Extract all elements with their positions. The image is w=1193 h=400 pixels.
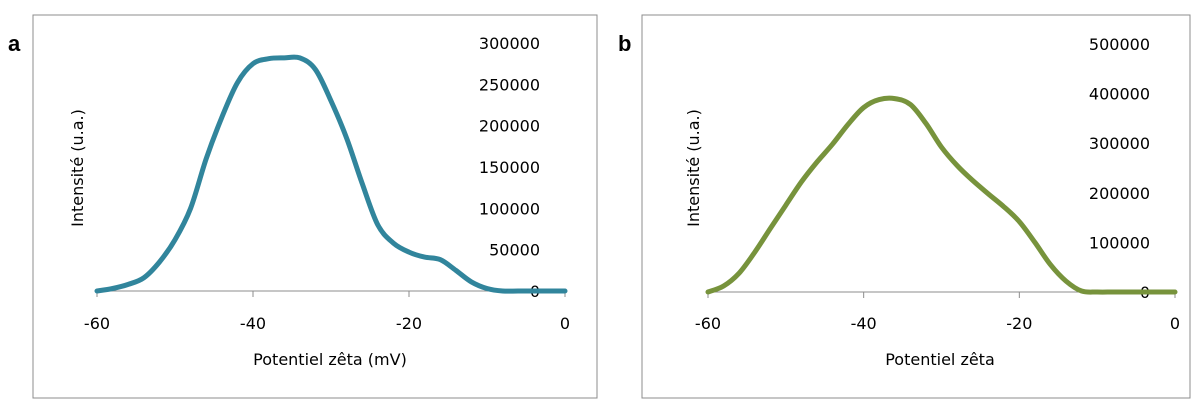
chart-a-y-axis-title: Intensité (u.a.)	[68, 109, 87, 227]
chart-a-y-tick-label: 300000	[479, 34, 540, 53]
chart-b-y-tick-label: 200000	[1089, 184, 1150, 203]
chart-a-panel-label: a	[8, 31, 21, 56]
chart-b-x-tick-label: 0	[1170, 314, 1180, 333]
chart-a-x-tick-label: -40	[240, 314, 266, 333]
chart-a-x-tick-label: -60	[84, 314, 110, 333]
chart-a-series-line	[94, 54, 568, 294]
chart-a-x-tick-label: -20	[396, 314, 422, 333]
chart-a: a -60 -40 -20 00500001000001500002000002500…	[8, 14, 598, 399]
chart-b: b -60 -40 -20 00100000200000300000400000500…	[618, 14, 1191, 399]
chart-b-series-line	[705, 95, 1178, 295]
chart-b-x-tick-label: -60	[695, 314, 721, 333]
chart-b-x-tick-label: -20	[1006, 314, 1032, 333]
chart-a-y-tick-label: 100000	[479, 199, 540, 218]
chart-panel-a: a -60 -40 -20 0 0 50000 100000 150000 200000 2500…	[8, 14, 598, 399]
chart-a-y-tick-label: 250000	[479, 75, 540, 94]
chart-a-y-tick-label: 200000	[479, 117, 540, 136]
chart-a-y-tick-label: 150000	[479, 158, 540, 177]
chart-a-frame	[32, 14, 598, 399]
chart-b-y-tick-label: 400000	[1089, 85, 1150, 104]
chart-b-x-tick-label: -40	[851, 314, 877, 333]
chart-a-x-axis-title: Potentiel zêta (mV)	[253, 350, 407, 369]
chart-b-x-axis-title: Potentiel zêta	[885, 350, 995, 369]
chart-b-panel-label: b	[618, 31, 631, 56]
chart-b-y-tick-label: 300000	[1089, 134, 1150, 153]
chart-a-plot: -60 -40 -20 0050000100000150000200000250000…	[84, 34, 570, 333]
chart-b-y-tick-label: 500000	[1089, 35, 1150, 54]
chart-b-y-tick-label: 100000	[1089, 233, 1150, 252]
chart-a-y-tick-label: 50000	[489, 241, 540, 260]
chart-b-y-axis-title: Intensité (u.a.)	[684, 109, 703, 227]
chart-panel-b: b -60 -40 -20 0 0 100000 200000 300000 400000 500…	[600, 0, 1193, 400]
chart-b-frame	[641, 14, 1191, 399]
chart-b-plot: -60 -40 -20 0010000020000030000040000050000…	[695, 35, 1180, 333]
chart-a-x-tick-label: 0	[560, 314, 570, 333]
